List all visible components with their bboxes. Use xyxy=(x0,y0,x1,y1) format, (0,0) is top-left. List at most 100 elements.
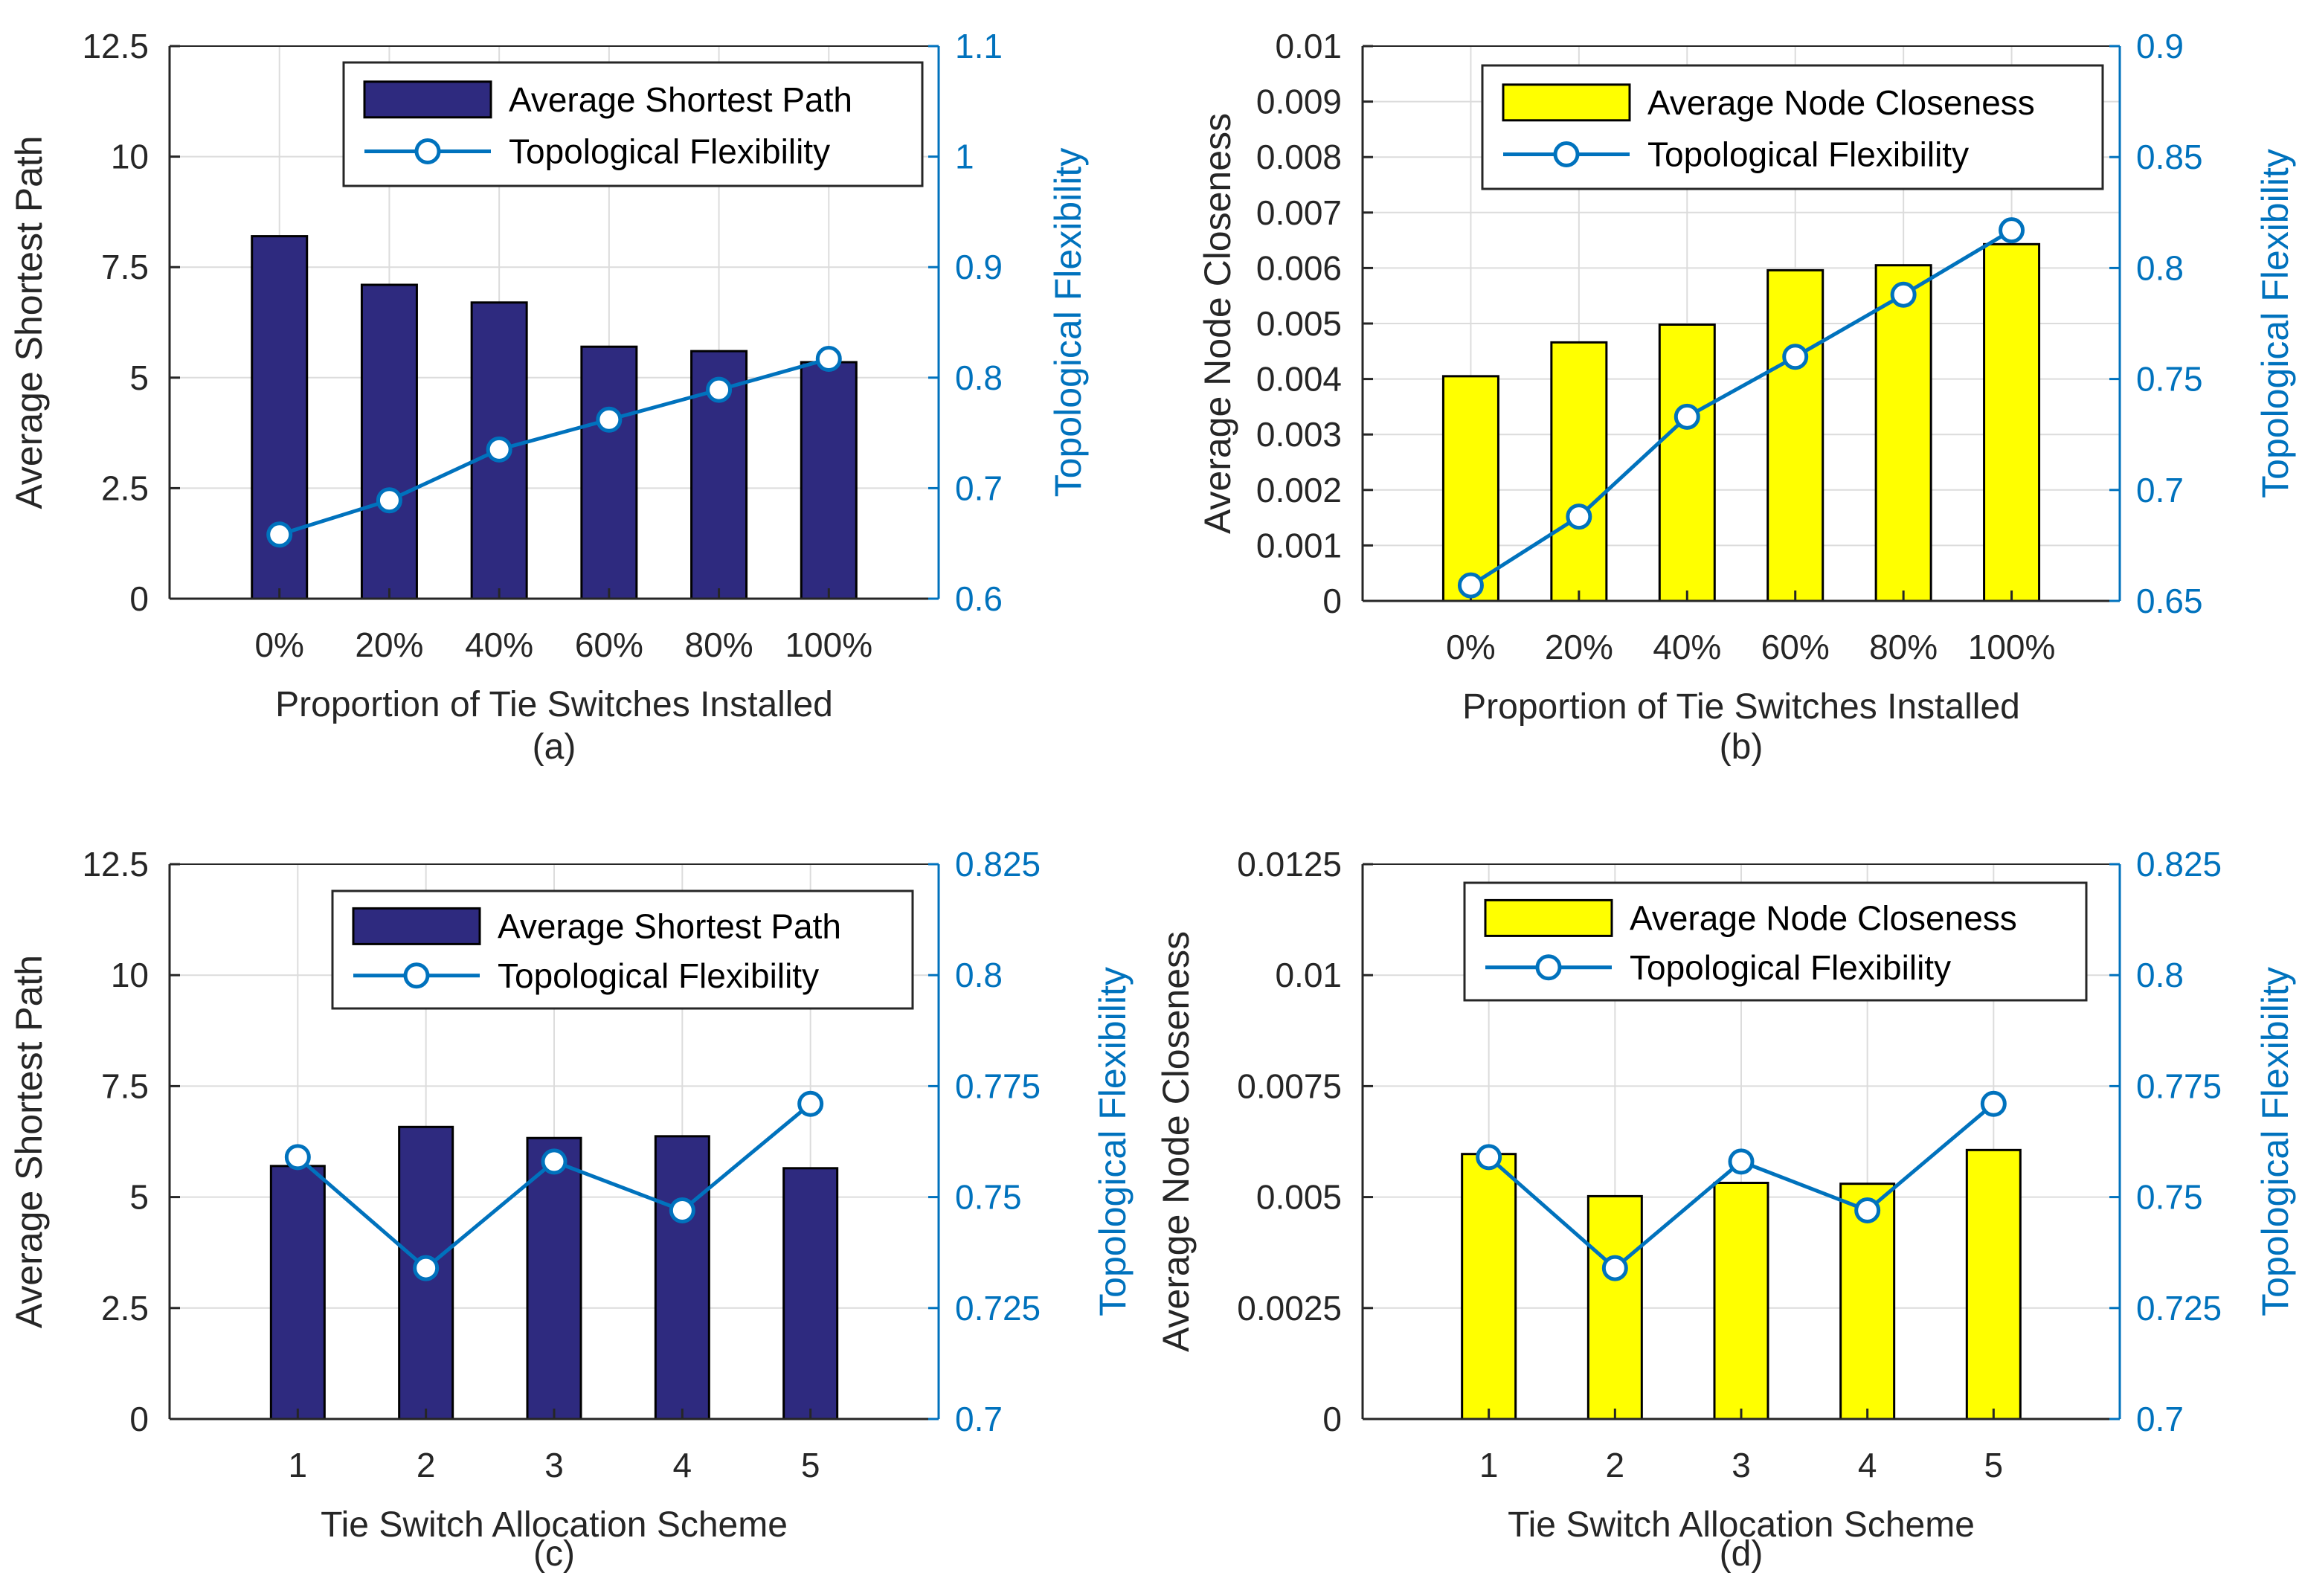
y-tick-label: 7.5 xyxy=(101,1066,149,1105)
y-tick-label: 0.006 xyxy=(1256,248,1342,287)
y-tick-label: 0.003 xyxy=(1256,415,1342,454)
legend: Average Node Closeness Topological Flexib… xyxy=(1481,64,2104,190)
flexibility-line xyxy=(1470,228,2013,588)
flexibility-point-0% xyxy=(1457,572,1484,599)
y-right-tick-label: 0.75 xyxy=(2136,1178,2203,1217)
flexibility-point-100% xyxy=(1999,217,2025,244)
y-right-axis-title: Topological Flexibility xyxy=(2254,149,2296,498)
y-tick-label: 2.5 xyxy=(101,1289,149,1328)
y-tick-label: 0.005 xyxy=(1256,1178,1342,1217)
legend-label-bar: Average Node Closeness xyxy=(1647,83,2035,122)
flexibility-point-100% xyxy=(815,346,842,373)
y-right-tick-label: 0.9 xyxy=(2136,27,2184,65)
flexibility-point-2 xyxy=(413,1255,440,1281)
flexibility-point-20% xyxy=(1566,503,1592,530)
y-right-tick-label: 0.725 xyxy=(955,1289,1041,1328)
flexibility-point-60% xyxy=(596,406,623,433)
legend-label-line: Topological Flexibility xyxy=(1630,948,1951,987)
bar-20% xyxy=(360,283,418,600)
y-tick-label: 0.0075 xyxy=(1237,1066,1342,1105)
legend-marker-icon xyxy=(1553,141,1580,168)
bar-3 xyxy=(526,1136,582,1420)
legend-bar-swatch xyxy=(1502,83,1631,122)
legend-label-line: Topological Flexibility xyxy=(509,132,830,171)
bar-0% xyxy=(1441,375,1499,602)
bar-3 xyxy=(1713,1182,1769,1420)
x-tick-label: 40% xyxy=(1653,628,1721,666)
legend-bar-swatch xyxy=(1484,898,1613,937)
bar-80% xyxy=(1874,264,1932,602)
y-right-tick-label: 0.7 xyxy=(2136,1400,2184,1438)
flexibility-point-40% xyxy=(486,436,512,463)
x-axis-title: Tie Switch Allocation Scheme xyxy=(321,1505,788,1545)
y-right-tick-label: 0.825 xyxy=(2136,845,2222,884)
x-tick-label: 80% xyxy=(1869,628,1938,666)
y-right-tick-label: 1.1 xyxy=(955,27,1003,65)
y-right-tick-label: 0.75 xyxy=(2136,360,2203,399)
flexibility-point-20% xyxy=(376,487,402,514)
flexibility-point-80% xyxy=(706,376,733,403)
bar-100% xyxy=(1983,242,2041,602)
y-right-tick-label: 0.7 xyxy=(955,469,1003,507)
flexibility-point-1 xyxy=(1476,1144,1502,1171)
x-tick-label: 5 xyxy=(801,1446,820,1484)
x-tick-label: 1 xyxy=(1479,1446,1499,1484)
y-right-tick-label: 0.775 xyxy=(2136,1066,2222,1105)
y-tick-label: 12.5 xyxy=(82,27,149,65)
x-tick-label: 2 xyxy=(417,1446,436,1484)
y-right-tick-label: 1 xyxy=(955,138,974,176)
bar-5 xyxy=(1965,1148,2022,1420)
flexibility-point-4 xyxy=(1854,1197,1881,1224)
x-tick-label: 3 xyxy=(544,1446,564,1484)
flexibility-point-3 xyxy=(541,1148,568,1175)
flexibility-point-5 xyxy=(1980,1090,2007,1117)
y-right-tick-label: 0.7 xyxy=(955,1400,1003,1438)
chart-panel-b: 0 0.001 0.002 0.003 0.004 0.005 0.006 0.007 0.00… xyxy=(1197,27,2296,767)
y-right-axis-title: Topological Flexibility xyxy=(1047,148,1089,498)
flexibility-point-3 xyxy=(1728,1148,1755,1175)
flexibility-point-1 xyxy=(284,1144,311,1171)
y-tick-label: 0.002 xyxy=(1256,471,1342,509)
y-right-tick-label: 0.725 xyxy=(2136,1289,2222,1328)
y-right-tick-label: 0.8 xyxy=(955,358,1003,397)
x-tick-label: 4 xyxy=(1858,1446,1877,1484)
legend-label-bar: Average Node Closeness xyxy=(1630,898,2017,937)
bar-1 xyxy=(269,1165,326,1420)
legend-label-bar: Average Shortest Path xyxy=(509,80,852,119)
y-right-tick-label: 0.775 xyxy=(955,1066,1041,1105)
y-tick-label: 7.5 xyxy=(101,248,149,286)
y-tick-label: 0 xyxy=(129,579,149,618)
y-tick-label: 0.001 xyxy=(1256,526,1342,564)
flexibility-point-40% xyxy=(1674,403,1700,430)
y-tick-label: 0.01 xyxy=(1275,27,1342,65)
y-axis-title: Average Shortest Path xyxy=(8,135,50,509)
y-tick-label: 0 xyxy=(1322,1400,1342,1438)
bar-60% xyxy=(580,345,638,600)
y-right-tick-label: 0.9 xyxy=(955,248,1003,286)
legend-label-bar: Average Shortest Path xyxy=(498,907,841,945)
y-right-tick-label: 0.85 xyxy=(2136,138,2203,176)
flexibility-point-80% xyxy=(1890,281,1917,308)
x-tick-label: 100% xyxy=(1968,628,2056,666)
legend: Average Shortest Path Topological Flexibi… xyxy=(342,61,924,187)
flexibility-point-5 xyxy=(797,1090,824,1117)
flexibility-point-2 xyxy=(1601,1255,1628,1281)
bar-5 xyxy=(782,1167,839,1420)
y-tick-label: 0.0025 xyxy=(1237,1289,1342,1328)
legend-label-line: Topological Flexibility xyxy=(498,956,819,995)
chart-panel-c: 0 2.5 5 7.5 10 12.5 0.7 0.725 0.75 0.775 0.8 0.825 1… xyxy=(8,845,1134,1574)
flexibility-point-4 xyxy=(669,1197,695,1224)
x-tick-label: 60% xyxy=(575,625,643,664)
y-tick-label: 5 xyxy=(129,1178,149,1217)
bar-4 xyxy=(654,1135,710,1420)
panel-caption: (d) xyxy=(1720,1534,1764,1574)
legend-bar-swatch xyxy=(363,80,492,119)
bar-20% xyxy=(1550,341,1608,602)
legend-label-line: Topological Flexibility xyxy=(1647,135,1969,174)
x-tick-label: 0% xyxy=(254,625,303,664)
y-tick-label: 0.007 xyxy=(1256,193,1342,232)
y-right-tick-label: 0.8 xyxy=(955,956,1003,994)
y-tick-label: 0.0125 xyxy=(1237,845,1342,884)
y-tick-label: 2.5 xyxy=(101,469,149,507)
